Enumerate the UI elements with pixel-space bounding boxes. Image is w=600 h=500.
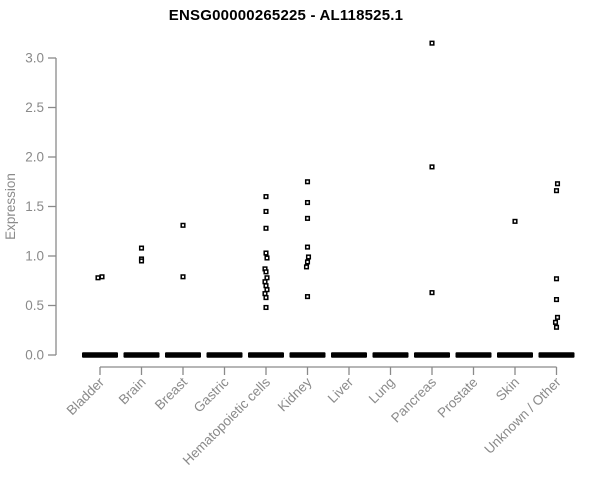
y-axis-label: Expression xyxy=(3,173,18,240)
data-point xyxy=(180,274,186,280)
zero-cluster-bar xyxy=(538,352,575,358)
data-point xyxy=(304,215,311,221)
x-tick-label: Lung xyxy=(366,375,398,407)
data-point xyxy=(95,275,101,281)
data-point xyxy=(554,314,561,320)
data-point xyxy=(304,259,311,265)
data-point xyxy=(429,164,435,170)
data-point xyxy=(304,179,311,185)
y-tick-label: 2.0 xyxy=(25,150,44,165)
x-tick-label: Prostate xyxy=(434,375,480,421)
data-point xyxy=(304,244,311,250)
data-point xyxy=(138,258,145,264)
zero-cluster-bar xyxy=(82,352,118,358)
zero-cluster-bar xyxy=(248,352,284,358)
y-tick-label: 0.5 xyxy=(25,298,44,313)
data-point xyxy=(264,275,270,281)
data-point xyxy=(263,295,269,301)
data-point xyxy=(263,304,269,311)
data-point xyxy=(180,222,186,228)
y-tick-label: 0.0 xyxy=(25,348,44,363)
zero-cluster-bar xyxy=(497,352,533,358)
y-tick-label: 3.0 xyxy=(25,51,44,66)
data-point xyxy=(553,276,560,282)
data-point xyxy=(264,255,270,261)
data-point xyxy=(554,181,561,187)
x-tick-label: Pancreas xyxy=(388,374,439,425)
x-tick-label: Breast xyxy=(152,374,190,412)
data-point xyxy=(263,250,269,256)
data-point xyxy=(99,274,105,280)
data-point xyxy=(263,194,269,200)
data-point xyxy=(304,294,311,300)
data-point xyxy=(263,269,269,275)
data-point xyxy=(263,283,269,289)
x-tick-label: Bladder xyxy=(64,374,108,418)
zero-cluster-bar xyxy=(414,352,450,358)
x-tick-label: Brain xyxy=(116,375,149,408)
data-point xyxy=(553,188,560,194)
x-tick-label: Skin xyxy=(493,375,522,404)
data-point xyxy=(262,279,268,285)
x-tick-label: Unknown / Other xyxy=(481,374,564,457)
chart-title: ENSG00000265225 - AL118525.1 xyxy=(168,7,404,24)
x-tick-label: Liver xyxy=(325,374,357,406)
zero-cluster-bar xyxy=(331,352,367,358)
data-point xyxy=(305,254,312,260)
zero-cluster-bar xyxy=(165,352,201,358)
y-tick-label: 1.5 xyxy=(25,199,44,214)
data-point xyxy=(429,290,435,296)
data-point xyxy=(263,208,269,214)
zero-cluster-bar xyxy=(289,352,326,358)
x-tick-label: Kidney xyxy=(275,374,315,414)
data-point xyxy=(303,264,310,270)
zero-cluster-bar xyxy=(455,352,492,358)
zero-cluster-bar xyxy=(206,352,243,358)
y-tick-label: 1.0 xyxy=(25,249,44,264)
data-point xyxy=(263,225,269,231)
x-tick-label: Gastric xyxy=(191,374,232,415)
zero-cluster-bar xyxy=(123,352,160,358)
data-point xyxy=(553,324,560,330)
data-point xyxy=(138,245,145,251)
data-point xyxy=(304,199,311,206)
data-point xyxy=(429,40,435,46)
data-point xyxy=(552,319,559,325)
data-point xyxy=(262,291,268,297)
y-tick-label: 2.5 xyxy=(25,100,44,115)
data-point xyxy=(264,287,270,293)
data-point xyxy=(512,218,518,224)
zero-cluster-bar xyxy=(372,352,409,358)
data-point xyxy=(553,297,560,303)
